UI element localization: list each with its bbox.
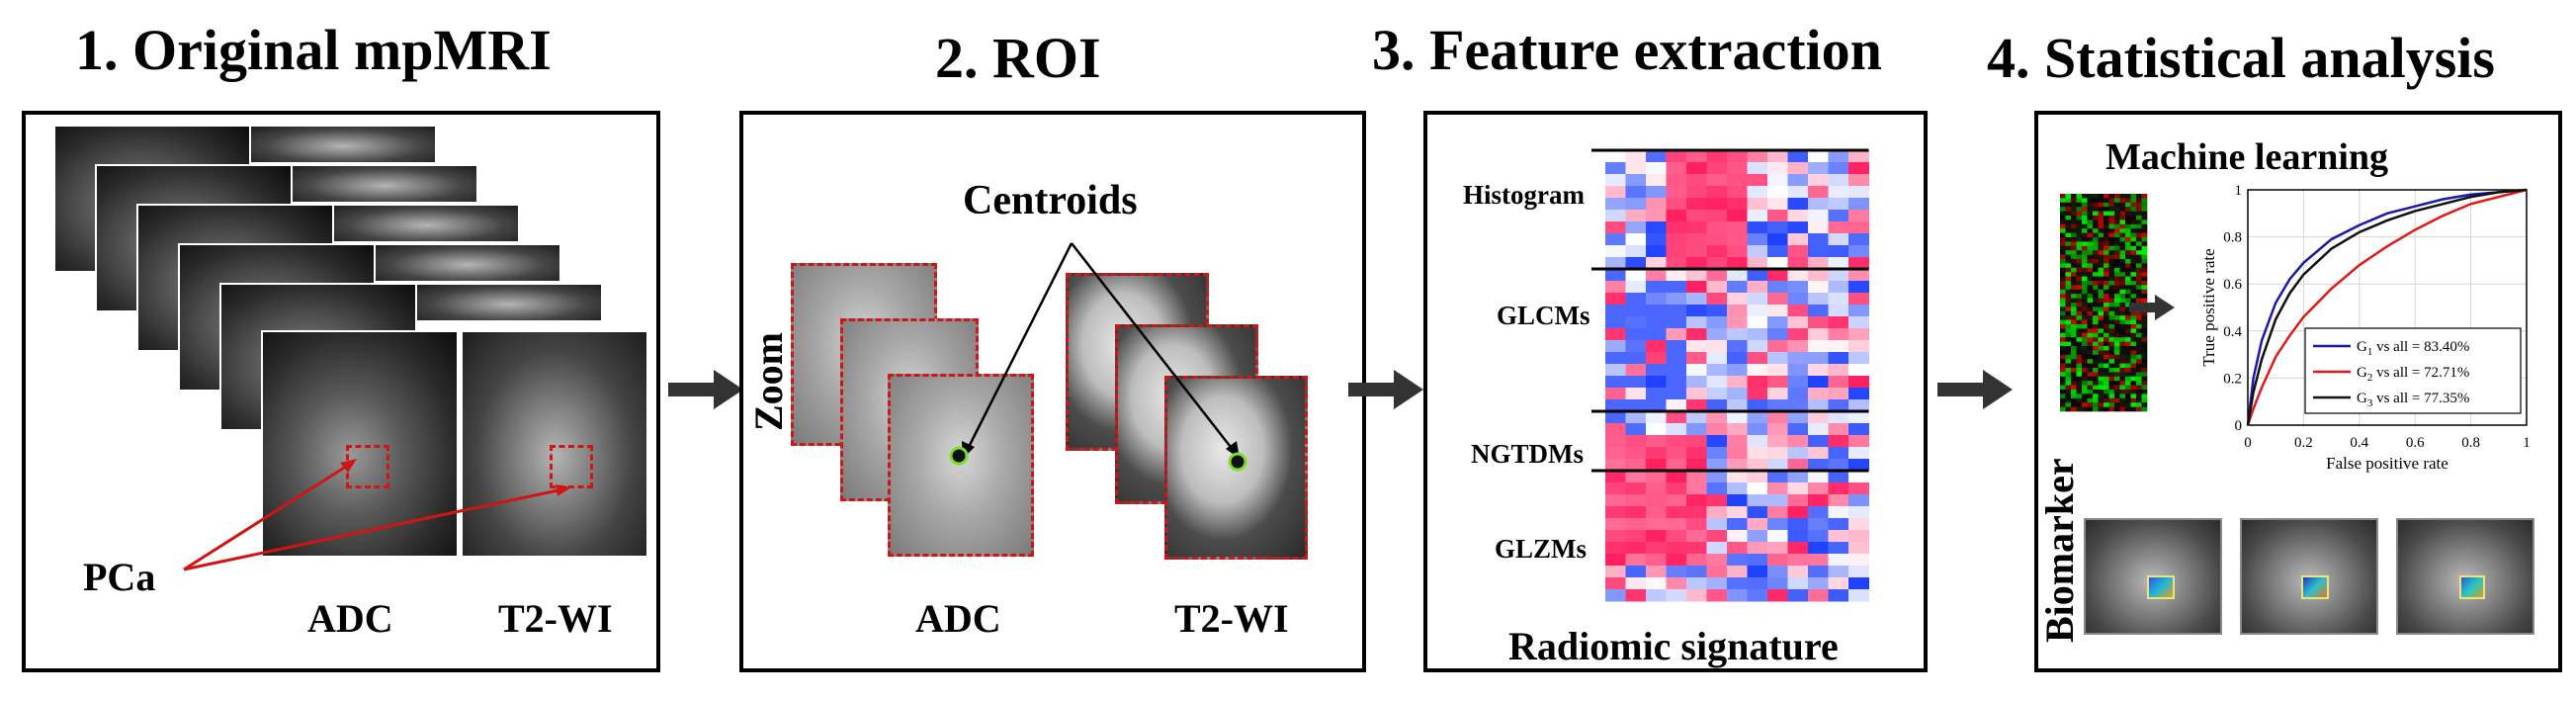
label-adc-2: ADC xyxy=(915,596,1001,641)
roc-curve-1 xyxy=(2246,188,2528,426)
x-tick-label: 0.4 xyxy=(2350,435,2368,451)
roc-curve-2 xyxy=(2246,188,2528,426)
t2-slice-1 xyxy=(249,125,437,164)
y-tick-label: 0.6 xyxy=(2223,277,2242,293)
x-tick-label: 0 xyxy=(2244,435,2252,451)
panel-statistical-analysis: Machine learning Biomarker 0 0.2 0.4 0.6 0.8… xyxy=(2034,111,2562,672)
group-label-glcms: GLCMs xyxy=(1497,301,1590,330)
flow-arrow-1 xyxy=(668,370,743,409)
y-tick-label: 0.2 xyxy=(2223,371,2242,387)
x-axis-label: False positive rate xyxy=(2326,454,2448,473)
panel-feature-extraction: Histogram GLCMs NGTDMs GLZMs Radiomic si… xyxy=(1423,111,1928,672)
label-t2wi-1: T2-WI xyxy=(498,596,613,641)
roc-legend: G1 vs all = 83.40% G2 vs all = 72.71% G3 v… xyxy=(2304,327,2522,414)
y-tick-label: 0.8 xyxy=(2223,230,2242,246)
t2-slice-3 xyxy=(332,204,520,243)
step2-title: 2. ROI xyxy=(935,26,1101,90)
roc-curve-3 xyxy=(2246,188,2528,426)
label-centroids: Centroids xyxy=(963,178,1138,223)
biomarker-thumb-3 xyxy=(2396,518,2534,635)
y-tick-label: 0.4 xyxy=(2223,324,2242,340)
panel-original-mpmri: PCa ADC T2-WI xyxy=(22,111,660,672)
flow-arrow-3 xyxy=(1937,370,2013,409)
label-adc-1: ADC xyxy=(307,596,393,641)
t2-slice-5 xyxy=(415,283,603,322)
t2-slice-2 xyxy=(291,164,478,204)
roc-plot-frame xyxy=(2247,189,2528,426)
adc-centroid-marker xyxy=(949,446,969,466)
group-label-histogram: Histogram xyxy=(1463,180,1585,210)
microarray-cells xyxy=(2060,194,2148,412)
heatmap-cells xyxy=(1605,150,1869,602)
x-tick-label: 0.6 xyxy=(2406,435,2425,451)
group-label-ngtdms: NGTDMs xyxy=(1471,439,1584,469)
group-label-glzms: GLZMs xyxy=(1495,534,1588,564)
t2-slice-front xyxy=(461,330,648,558)
label-pca: PCa xyxy=(83,555,156,599)
label-t2wi-2: T2-WI xyxy=(1174,596,1289,641)
roc-chart: 0 0.2 0.4 0.6 0.8 1 0 0.2 0.4 0.6 0.8 1 False positi… xyxy=(2199,183,2531,473)
legend-entry-3: G3 vs all = 77.35% xyxy=(2357,391,2469,409)
legend-entry-2: G2 vs all = 72.71% xyxy=(2357,365,2469,384)
y-tick-label: 0 xyxy=(2235,418,2243,434)
adc-roi-crop-3 xyxy=(888,374,1034,557)
step3-title: 3. Feature extraction xyxy=(1372,18,1882,82)
step1-title: 1. Original mpMRI xyxy=(75,18,552,82)
gene-expression-heatmap xyxy=(2060,194,2148,412)
y-axis-label: True positive rate xyxy=(2199,248,2218,366)
t2-slice-4 xyxy=(374,243,561,283)
small-arrow xyxy=(2129,295,2175,320)
panel-roi: Zoom Centroids ADC T2-WI xyxy=(739,111,1366,672)
t2-centroid-marker xyxy=(1228,452,1247,472)
biomarker-thumb-2 xyxy=(2240,518,2378,635)
biomarker-thumb-1 xyxy=(2084,518,2222,635)
x-tick-label: 1 xyxy=(2523,435,2531,451)
pca-pointer-lines xyxy=(183,459,571,571)
flow-arrow-2 xyxy=(1348,370,1423,409)
legend-entry-1: G1 vs all = 83.40% xyxy=(2357,339,2469,358)
heatmap-caption: Radiomic signature xyxy=(1508,624,1839,668)
radiomic-heatmap xyxy=(1591,148,1869,602)
machine-learning-title: Machine learning xyxy=(2105,136,2389,178)
x-tick-label: 0.8 xyxy=(2461,435,2480,451)
centroid-pointers xyxy=(949,242,1247,472)
t2-roi-box xyxy=(550,445,593,488)
x-tick-label: 0.2 xyxy=(2294,435,2313,451)
step4-title: 4. Statistical analysis xyxy=(1987,26,2495,90)
y-tick-label: 1 xyxy=(2235,183,2243,199)
